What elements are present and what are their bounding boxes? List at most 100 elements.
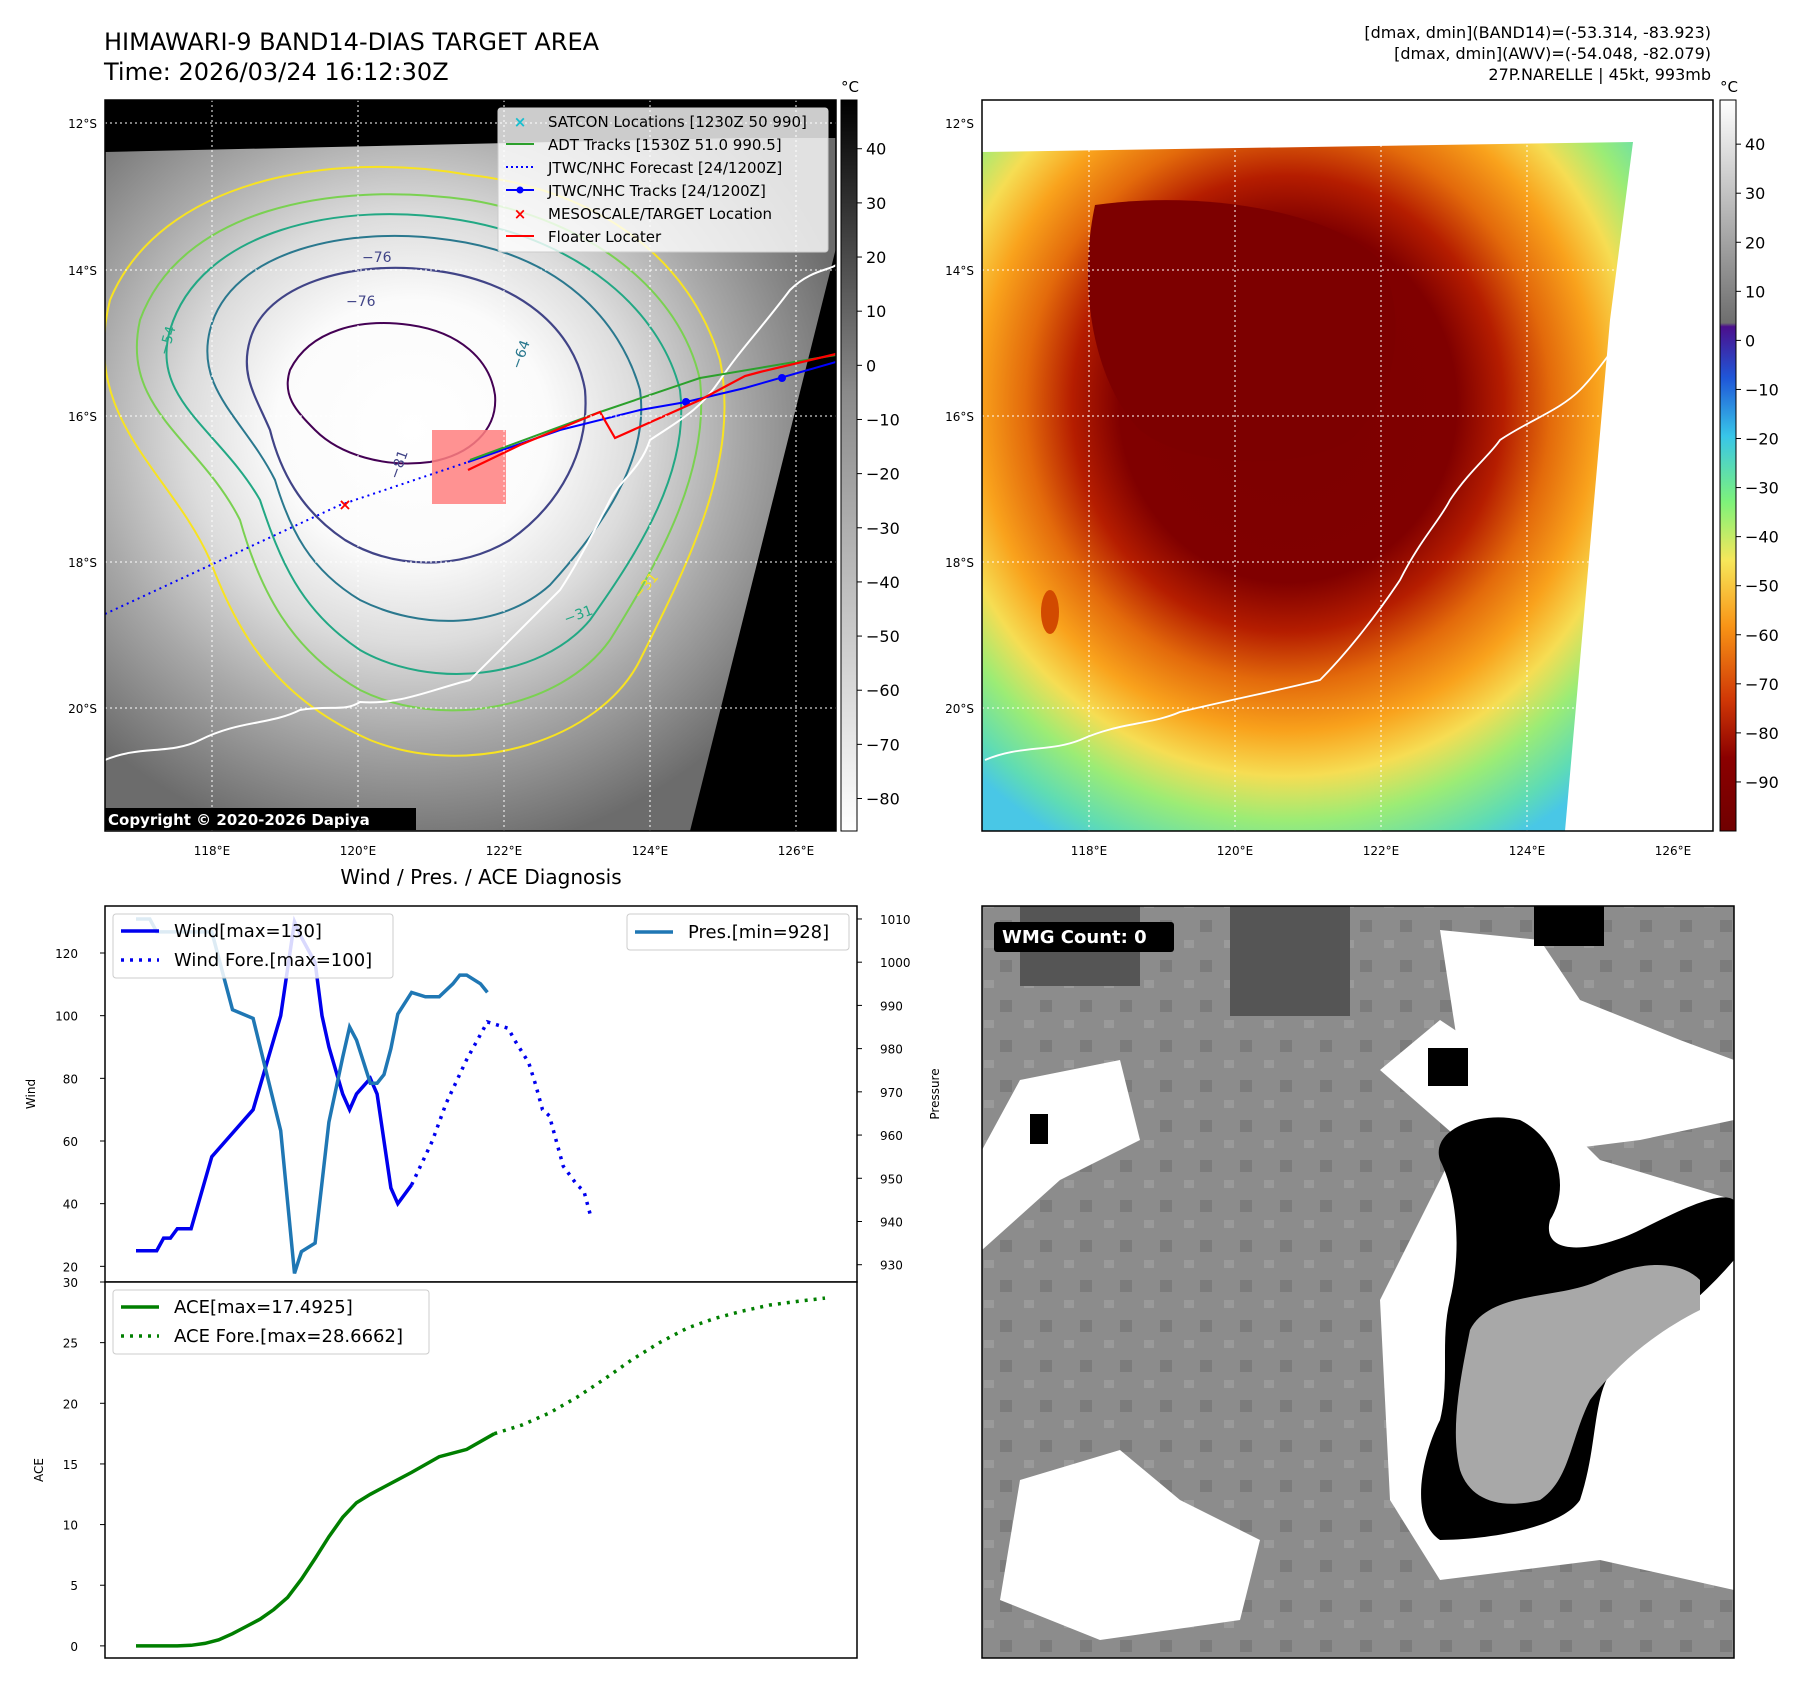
wind-legend-frame	[112, 913, 394, 979]
legend-floater: Floater Locater	[548, 228, 662, 246]
lon-tick-label: 118°E	[194, 844, 231, 858]
satcon-legend-marker: ×	[514, 113, 527, 131]
colorbar-tick-label: −10	[1745, 380, 1779, 399]
lat-tick-label: 16°S	[945, 410, 974, 424]
pressure-tick-label: 960	[880, 1129, 903, 1143]
wmg-black-patch	[1534, 906, 1604, 946]
ace-series-line-0	[136, 1432, 496, 1648]
colorbar-tick-label: −40	[866, 573, 900, 592]
lon-tick-label: 126°E	[1655, 844, 1692, 858]
legend-adt: ADT Tracks [1530Z 51.0 990.5]	[548, 136, 782, 154]
wind-tick-label: 120	[55, 947, 78, 961]
contour-label: −76	[346, 294, 376, 310]
lat-tick-label: 18°S	[945, 556, 974, 570]
copyright-box	[105, 808, 416, 830]
pres-legend-frame	[626, 913, 850, 951]
copyright-text: Copyright © 2020-2026 Dapiya	[108, 811, 370, 829]
series-line-1	[410, 1019, 593, 1217]
pressure-ticks: 930 940 950 960 970 980 990 1000 1010	[857, 913, 911, 1273]
lon-tick-label: 120°E	[340, 844, 377, 858]
wind-axis-label: Wind	[24, 1079, 38, 1109]
contour-indigo	[245, 266, 587, 564]
pressure-tick-label: 940	[880, 1215, 903, 1229]
wmg-count-label: WMG Count: 0	[1002, 927, 1147, 948]
colorbar-tick-label: −70	[1745, 675, 1779, 694]
figure-title: HIMAWARI-9 BAND14-DIAS TARGET AREA	[104, 28, 600, 56]
contour-blue	[206, 234, 643, 622]
colorbar-tick-label: −50	[1745, 577, 1779, 596]
chart-title: Wind / Pres. / ACE Diagnosis	[340, 865, 621, 889]
target-legend-marker: ×	[514, 205, 527, 223]
wind-fore-legend-label: Wind Fore.[max=100]	[174, 950, 372, 971]
track-legend-dot	[516, 186, 524, 194]
wind-tick-label: 20	[63, 1260, 78, 1274]
storm-info-text: 27P.NARELLE | 45kt, 993mb	[1488, 65, 1711, 84]
colorbar-tick-label: −20	[866, 465, 900, 484]
colorbar-tick-label: 20	[1745, 233, 1765, 252]
pressure-tick-label: 1000	[880, 956, 911, 970]
wind-tick-label: 60	[63, 1135, 78, 1149]
contour-yellow	[105, 165, 726, 757]
awv-lat-labels: 12°S 14°S 16°S 18°S 20°S	[945, 117, 974, 716]
wmg-dark-patch	[1230, 906, 1350, 1016]
colorbar-tick-label: −30	[1745, 479, 1779, 498]
lon-tick-label: 120°E	[1217, 844, 1254, 858]
awv-coastline	[984, 329, 1631, 761]
legend-frame	[497, 107, 829, 253]
wind-ticks: 20 40 60 80 100 120	[55, 947, 105, 1274]
pressure-tick-label: 930	[880, 1259, 903, 1273]
colorbar-tick-label: −90	[1745, 773, 1779, 792]
legend-satcon: SATCON Locations [1230Z 50 990]	[548, 113, 807, 131]
diagnosis-chart: Wind / Pres. / ACE Diagnosis Wind Pressu…	[24, 865, 942, 1659]
lat-tick-label: 14°S	[945, 264, 974, 278]
colorbar-tick-label: 10	[866, 302, 886, 321]
contour-lightgreen	[135, 193, 703, 712]
lon-tick-label: 122°E	[486, 844, 523, 858]
wmg-white-patch	[1000, 1450, 1260, 1640]
colorbar-tick-label: −60	[866, 681, 900, 700]
lat-tick-label: 16°S	[68, 410, 97, 424]
pres-legend-label: Pres.[min=928]	[688, 922, 829, 943]
wind-tick-label: 40	[63, 1198, 78, 1212]
floater-track-line	[467, 352, 836, 471]
target-location-marker: ×	[338, 495, 351, 514]
wind-legend: Wind[max=130] Wind Fore.[max=100]	[112, 913, 394, 979]
wmg-black-patch	[1030, 1114, 1048, 1144]
pressure-tick-label: 990	[880, 999, 903, 1013]
band14-range-text: [dmax, dmin](BAND14)=(-53.314, -83.923)	[1364, 23, 1711, 42]
wmg-count-box	[994, 922, 1174, 952]
series-line-2	[136, 917, 489, 1274]
colorbar-tick-label: 0	[1745, 331, 1755, 350]
ace-tick-label: 10	[63, 1519, 78, 1533]
colorbar-tick-label: −40	[1745, 528, 1779, 547]
ace-legend-label: ACE[max=17.4925]	[174, 1297, 353, 1318]
wmg-black-patch	[1428, 1048, 1468, 1086]
ir-colorbar-unit: °C	[841, 78, 859, 96]
legend-forecast: JTWC/NHC Forecast [24/1200Z]	[547, 159, 782, 177]
ace-axis-label: ACE	[32, 1458, 46, 1482]
lat-tick-label: 12°S	[68, 117, 97, 131]
lon-tick-label: 124°E	[632, 844, 669, 858]
colorbar-tick-label: −60	[1745, 626, 1779, 645]
colorbar-tick-label: 30	[1745, 184, 1765, 203]
contour-teal	[165, 213, 683, 675]
awv-colorbar-unit: °C	[1720, 78, 1738, 96]
colorbar-tick-label: 40	[866, 140, 886, 159]
colorbar-tick-label: 10	[1745, 282, 1765, 301]
awv-gridlines	[982, 100, 1713, 831]
figure-time: Time: 2026/03/24 16:12:30Z	[103, 58, 449, 86]
lon-tick-label: 118°E	[1071, 844, 1108, 858]
contour-purple	[286, 322, 497, 465]
pressure-tick-label: 950	[880, 1172, 903, 1186]
ace-tick-label: 20	[63, 1397, 78, 1411]
colorbar-tick-label: −50	[866, 627, 900, 646]
contour-label: −54	[156, 324, 179, 357]
awv-frame	[981, 99, 1714, 832]
ace-series-line-1	[493, 1296, 826, 1436]
ace-tick-label: 0	[70, 1640, 78, 1654]
wind-tick-label: 80	[63, 1072, 78, 1086]
legend-target: MESOSCALE/TARGET Location	[548, 205, 772, 223]
pressure-tick-label: 970	[880, 1086, 903, 1100]
lat-tick-label: 14°S	[68, 264, 97, 278]
